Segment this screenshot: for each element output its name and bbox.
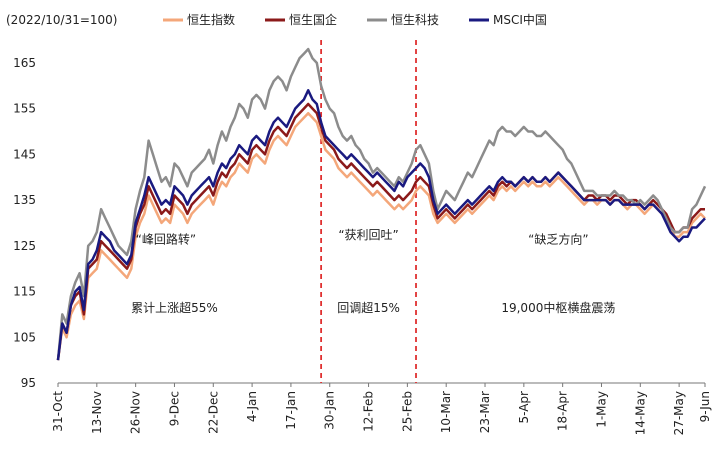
legend-label: 恒生科技 xyxy=(391,13,439,27)
series-lines xyxy=(56,47,707,361)
x-tick-label: 1-May xyxy=(594,391,608,428)
annotations: “峰回路转” 累计上涨超55% “获利回吐” 回调超15% “缺乏方向” 19,000中枢… xyxy=(131,228,615,315)
x-tick-label: 5-Apr xyxy=(517,391,531,424)
y-tick-label: 165 xyxy=(13,56,36,70)
y-tick-label: 145 xyxy=(13,147,36,161)
annotation-text: “获利回吐” xyxy=(338,228,398,242)
y-tick-label: 115 xyxy=(13,285,36,299)
series-line xyxy=(56,47,707,361)
x-tick-label: 22-Dec xyxy=(206,391,220,434)
y-tick-label: 125 xyxy=(13,239,36,253)
annotation-text: 回调超15% xyxy=(337,300,400,315)
y-tick-label: 155 xyxy=(13,102,36,116)
series-line xyxy=(56,89,706,361)
legend-label: 恒生国企 xyxy=(289,12,337,27)
x-tick-label: 14-May xyxy=(633,391,647,435)
x-tick-label: 17-Jan xyxy=(284,391,298,430)
y-tick-label: 135 xyxy=(13,193,36,207)
y-tick-label: 95 xyxy=(21,376,36,390)
x-tick-label: 12-Feb xyxy=(362,391,376,432)
x-tick-label: 13-Nov xyxy=(90,391,104,434)
series-line xyxy=(56,111,706,361)
x-tick-label: 27-May xyxy=(672,391,686,435)
annotation-text: 19,000中枢横盘震荡 xyxy=(501,300,615,315)
phase-dividers xyxy=(320,40,417,383)
x-tick-label: 4-Jan xyxy=(245,391,259,422)
x-tick-label: 9-Dec xyxy=(167,391,181,426)
x-tick-label: 26-Nov xyxy=(129,391,143,434)
annotation-text: “峰回路转” xyxy=(136,232,196,247)
legend-label: MSCI中国 xyxy=(493,12,547,27)
x-tick-label: 10-Mar xyxy=(439,391,453,433)
axes: 95 105 115 125 135 145 155 165 31-Oct 13-Nov 26-No… xyxy=(13,56,712,436)
annotation-text: “缺乏方向” xyxy=(528,232,588,247)
legend-label: 恒生指数 xyxy=(187,12,235,27)
x-tick-label: 31-Oct xyxy=(51,391,65,432)
x-tick-label: 30-Jan xyxy=(323,391,337,430)
legend: 恒生指数 恒生国企 恒生科技 MSCI中国 xyxy=(163,12,547,27)
annotation-text: 累计上涨超55% xyxy=(131,300,218,315)
y-tick-label: 105 xyxy=(13,330,36,344)
unit-label: (2022/10/31=100) xyxy=(6,13,118,27)
x-tick-label: 23-Mar xyxy=(478,391,492,433)
x-tick-label: 18-Apr xyxy=(556,391,570,431)
x-tick-label: 9-Jun xyxy=(698,391,712,422)
x-tick-label: 25-Feb xyxy=(400,391,414,432)
